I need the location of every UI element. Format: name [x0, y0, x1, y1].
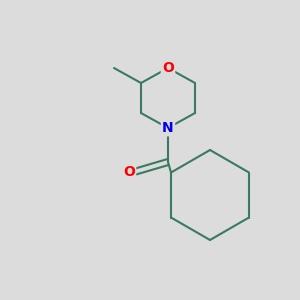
Text: O: O [162, 61, 174, 75]
Text: O: O [123, 165, 135, 179]
Text: N: N [162, 121, 174, 135]
